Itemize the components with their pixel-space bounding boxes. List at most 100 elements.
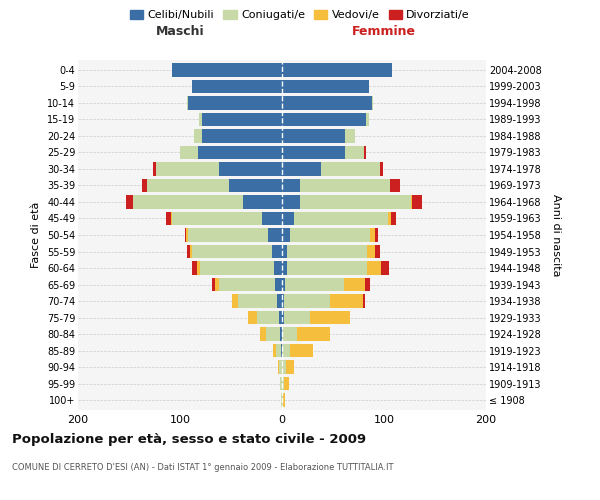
Bar <box>282 112 365 126</box>
Bar <box>345 146 364 159</box>
Bar <box>391 212 396 226</box>
Bar <box>281 394 282 407</box>
Bar <box>202 129 282 142</box>
Text: Popolazione per età, sesso e stato civile - 2009: Popolazione per età, sesso e stato civil… <box>12 432 366 446</box>
Bar <box>388 212 391 226</box>
Bar <box>187 244 190 258</box>
Bar <box>282 228 290 242</box>
Legend: Celibi/Nubili, Coniugati/e, Vedovi/e, Divorziati/e: Celibi/Nubili, Coniugati/e, Vedovi/e, Di… <box>125 6 475 25</box>
Bar <box>294 212 388 226</box>
Bar <box>280 377 282 390</box>
Bar <box>282 311 284 324</box>
Bar <box>344 278 365 291</box>
Bar <box>282 178 301 192</box>
Bar <box>277 294 282 308</box>
Bar <box>126 195 133 209</box>
Bar <box>290 344 313 358</box>
Bar <box>287 261 367 275</box>
Bar <box>199 112 202 126</box>
Bar <box>180 146 199 159</box>
Bar <box>390 178 400 192</box>
Bar <box>301 195 410 209</box>
Bar <box>380 162 383 175</box>
Bar <box>197 261 200 275</box>
Bar <box>412 195 422 209</box>
Bar <box>282 360 286 374</box>
Bar <box>200 261 274 275</box>
Bar <box>172 63 282 76</box>
Bar <box>280 328 282 341</box>
Bar <box>166 212 171 226</box>
Bar <box>282 377 284 390</box>
Bar <box>282 96 372 110</box>
Y-axis label: Anni di nascita: Anni di nascita <box>551 194 561 276</box>
Bar <box>268 228 282 242</box>
Text: COMUNE DI CERRETO D'ESI (AN) - Dati ISTAT 1° gennaio 2009 - Elaborazione TUTTITA: COMUNE DI CERRETO D'ESI (AN) - Dati ISTA… <box>12 462 394 471</box>
Text: Maschi: Maschi <box>155 24 205 38</box>
Bar <box>186 228 188 242</box>
Bar <box>194 129 202 142</box>
Bar <box>187 96 188 110</box>
Bar <box>367 244 375 258</box>
Bar <box>367 261 381 275</box>
Bar <box>212 278 215 291</box>
Bar <box>375 228 378 242</box>
Bar <box>287 244 367 258</box>
Bar <box>381 261 389 275</box>
Bar <box>238 294 277 308</box>
Bar <box>232 294 238 308</box>
Text: Femmine: Femmine <box>352 24 416 38</box>
Bar <box>148 178 229 192</box>
Bar <box>188 96 282 110</box>
Bar <box>190 244 192 258</box>
Bar <box>281 344 282 358</box>
Bar <box>362 294 365 308</box>
Bar <box>142 178 148 192</box>
Bar <box>171 212 172 226</box>
Bar <box>310 311 350 324</box>
Bar <box>219 278 275 291</box>
Bar <box>155 162 219 175</box>
Bar <box>284 377 289 390</box>
Bar <box>154 162 155 175</box>
Bar <box>285 278 344 291</box>
Bar <box>290 228 370 242</box>
Bar <box>133 195 243 209</box>
Bar <box>282 80 369 93</box>
Bar <box>266 328 280 341</box>
Bar <box>298 328 330 341</box>
Bar <box>274 261 282 275</box>
Bar <box>257 311 279 324</box>
Bar <box>262 212 282 226</box>
Bar <box>282 278 285 291</box>
Bar <box>372 96 373 110</box>
Bar <box>192 261 197 275</box>
Bar <box>370 228 375 242</box>
Y-axis label: Fasce di età: Fasce di età <box>31 202 41 268</box>
Bar <box>282 244 287 258</box>
Bar <box>410 195 412 209</box>
Bar <box>284 311 310 324</box>
Bar <box>229 178 282 192</box>
Bar <box>219 162 282 175</box>
Bar <box>278 360 279 374</box>
Bar <box>248 311 257 324</box>
Bar <box>364 146 365 159</box>
Bar <box>282 328 298 341</box>
Bar <box>282 261 287 275</box>
Bar <box>192 80 282 93</box>
Bar <box>188 228 268 242</box>
Bar <box>273 344 276 358</box>
Bar <box>282 162 321 175</box>
Bar <box>286 360 294 374</box>
Bar <box>282 195 301 209</box>
Bar <box>282 146 345 159</box>
Bar <box>375 244 380 258</box>
Bar <box>243 195 282 209</box>
Bar <box>282 294 284 308</box>
Bar <box>321 162 380 175</box>
Bar <box>192 244 272 258</box>
Bar <box>279 360 282 374</box>
Bar <box>172 212 262 226</box>
Bar <box>330 294 362 308</box>
